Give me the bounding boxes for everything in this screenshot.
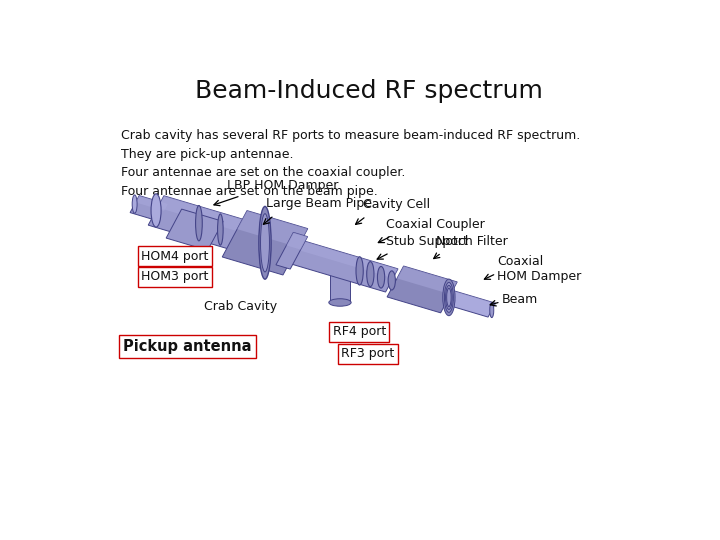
Polygon shape	[397, 266, 457, 294]
Polygon shape	[237, 211, 307, 247]
Text: Pickup antenna: Pickup antenna	[123, 339, 252, 354]
Polygon shape	[445, 291, 495, 317]
Ellipse shape	[490, 302, 494, 318]
Ellipse shape	[132, 195, 137, 213]
Text: RF4 port: RF4 port	[333, 325, 386, 338]
Polygon shape	[130, 195, 168, 221]
Ellipse shape	[444, 282, 454, 312]
Ellipse shape	[259, 206, 271, 279]
Text: Crab cavity has several RF ports to measure beam-induced RF spectrum.
They are p: Crab cavity has several RF ports to meas…	[121, 129, 580, 198]
Polygon shape	[286, 239, 398, 292]
Polygon shape	[450, 291, 495, 309]
Polygon shape	[287, 232, 307, 249]
Ellipse shape	[151, 194, 161, 227]
Text: HOM3 port: HOM3 port	[141, 271, 209, 284]
Polygon shape	[330, 265, 350, 302]
Ellipse shape	[446, 285, 452, 309]
Text: Beam: Beam	[502, 293, 538, 306]
Ellipse shape	[356, 256, 364, 285]
Polygon shape	[166, 209, 223, 251]
Text: HOM4 port: HOM4 port	[141, 249, 209, 262]
Text: LBP HOM Damper: LBP HOM Damper	[227, 179, 338, 192]
Text: Notch Filter: Notch Filter	[436, 235, 508, 248]
Text: Coaxial Coupler: Coaxial Coupler	[386, 218, 485, 231]
Polygon shape	[158, 196, 268, 238]
Text: Large Beam Pipe: Large Beam Pipe	[266, 197, 372, 210]
Polygon shape	[293, 239, 398, 278]
Polygon shape	[135, 195, 168, 211]
Text: Cavity Cell: Cavity Cell	[364, 198, 431, 211]
Text: Coaxial
HOM Damper: Coaxial HOM Damper	[498, 254, 582, 282]
Polygon shape	[148, 196, 268, 256]
Ellipse shape	[443, 279, 455, 316]
Polygon shape	[222, 211, 307, 275]
Ellipse shape	[261, 214, 269, 272]
Text: RF3 port: RF3 port	[341, 347, 395, 360]
Ellipse shape	[329, 299, 351, 306]
Text: Crab Cavity: Crab Cavity	[204, 300, 277, 313]
Ellipse shape	[217, 214, 223, 245]
Ellipse shape	[196, 206, 202, 241]
Ellipse shape	[377, 266, 384, 288]
Ellipse shape	[388, 271, 395, 290]
Polygon shape	[276, 232, 307, 269]
Ellipse shape	[446, 288, 451, 307]
Text: Beam-Induced RF spectrum: Beam-Induced RF spectrum	[195, 79, 543, 103]
Ellipse shape	[366, 261, 374, 287]
Text: Stub Support: Stub Support	[386, 235, 467, 248]
Polygon shape	[387, 266, 457, 313]
